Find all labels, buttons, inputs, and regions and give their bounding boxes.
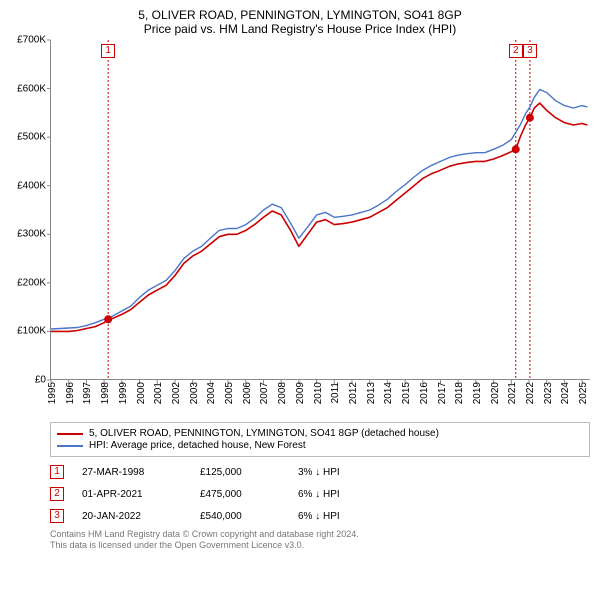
- x-tick-label: 2010: [313, 382, 324, 404]
- y-tick-label: £0: [35, 375, 46, 386]
- plot-region: £0£100K£200K£300K£400K£500K£600K£700K 12…: [10, 40, 590, 420]
- sale-marker-dot: [104, 315, 112, 323]
- x-tick-label: 2017: [437, 382, 448, 404]
- sale-row-price: £125,000: [200, 467, 280, 478]
- x-tick-label: 2007: [259, 382, 270, 404]
- x-tick-label: 2025: [578, 382, 589, 404]
- x-tick-label: 1999: [118, 382, 129, 404]
- y-tick-label: £400K: [17, 180, 46, 191]
- sale-marker-dot: [512, 145, 520, 153]
- x-tick-label: 2024: [560, 382, 571, 404]
- legend-label: 5, OLIVER ROAD, PENNINGTON, LYMINGTON, S…: [89, 428, 439, 439]
- chart-titles: 5, OLIVER ROAD, PENNINGTON, LYMINGTON, S…: [10, 8, 590, 36]
- sale-row: 1 27-MAR-1998 £125,000 3% ↓ HPI: [50, 461, 590, 483]
- x-tick-label: 1995: [47, 382, 58, 404]
- y-tick-label: £300K: [17, 229, 46, 240]
- x-tick-label: 2014: [383, 382, 394, 404]
- sales-table: 1 27-MAR-1998 £125,000 3% ↓ HPI 2 01-APR-2021…: [50, 461, 590, 527]
- y-tick-label: £600K: [17, 83, 46, 94]
- sale-row-hpi: 6% ↓ HPI: [298, 489, 378, 500]
- legend-row: 5, OLIVER ROAD, PENNINGTON, LYMINGTON, S…: [57, 428, 583, 439]
- x-tick-label: 1996: [65, 382, 76, 404]
- x-tick-label: 2009: [295, 382, 306, 404]
- x-tick-label: 2015: [401, 382, 412, 404]
- x-tick-label: 2004: [206, 382, 217, 404]
- y-tick-label: £500K: [17, 132, 46, 143]
- y-tick-label: £200K: [17, 277, 46, 288]
- sale-marker-box: 2: [509, 44, 523, 58]
- chart-title-address: 5, OLIVER ROAD, PENNINGTON, LYMINGTON, S…: [10, 8, 590, 22]
- x-tick-label: 2013: [366, 382, 377, 404]
- footer-line-2: This data is licensed under the Open Gov…: [50, 540, 590, 551]
- sale-marker-box: 1: [101, 44, 115, 58]
- sale-row-marker: 1: [50, 465, 64, 479]
- x-tick-label: 2003: [189, 382, 200, 404]
- sale-row: 2 01-APR-2021 £475,000 6% ↓ HPI: [50, 483, 590, 505]
- x-tick-label: 2011: [330, 382, 341, 404]
- legend-box: 5, OLIVER ROAD, PENNINGTON, LYMINGTON, S…: [50, 422, 590, 457]
- x-tick-label: 2019: [472, 382, 483, 404]
- footer-line-1: Contains HM Land Registry data © Crown c…: [50, 529, 590, 540]
- x-tick-label: 2022: [525, 382, 536, 404]
- sale-marker-box: 3: [523, 44, 537, 58]
- x-tick-label: 1998: [100, 382, 111, 404]
- x-tick-label: 2020: [490, 382, 501, 404]
- chart-svg: [51, 40, 591, 380]
- legend-label: HPI: Average price, detached house, New …: [89, 440, 306, 451]
- series-line: [51, 90, 588, 330]
- sale-row-price: £540,000: [200, 511, 280, 522]
- sale-row-marker: 3: [50, 509, 64, 523]
- y-tick-label: £700K: [17, 35, 46, 46]
- footer-attribution: Contains HM Land Registry data © Crown c…: [50, 529, 590, 552]
- legend-row: HPI: Average price, detached house, New …: [57, 440, 583, 451]
- chart-container: 5, OLIVER ROAD, PENNINGTON, LYMINGTON, S…: [0, 0, 600, 558]
- sale-row-price: £475,000: [200, 489, 280, 500]
- x-tick-label: 2023: [543, 382, 554, 404]
- x-tick-label: 2005: [224, 382, 235, 404]
- plot-area: 1 23: [50, 40, 590, 380]
- x-tick-label: 2001: [153, 382, 164, 404]
- chart-title-subtitle: Price paid vs. HM Land Registry's House …: [10, 22, 590, 36]
- sale-row-hpi: 6% ↓ HPI: [298, 511, 378, 522]
- sale-row-date: 01-APR-2021: [82, 489, 182, 500]
- x-tick-label: 2016: [419, 382, 430, 404]
- sale-row-marker: 2: [50, 487, 64, 501]
- legend-swatch: [57, 433, 83, 435]
- x-tick-label: 2012: [348, 382, 359, 404]
- series-line: [51, 103, 588, 331]
- sale-row-hpi: 3% ↓ HPI: [298, 467, 378, 478]
- x-tick-label: 2006: [242, 382, 253, 404]
- legend: 5, OLIVER ROAD, PENNINGTON, LYMINGTON, S…: [50, 422, 590, 457]
- x-tick-label: 1997: [82, 382, 93, 404]
- x-axis: 1995 1996 1997 1998 1999 2000 2001 2002 2003 2004…: [50, 382, 590, 422]
- sale-row-date: 20-JAN-2022: [82, 511, 182, 522]
- sale-row: 3 20-JAN-2022 £540,000 6% ↓ HPI: [50, 505, 590, 527]
- sale-row-date: 27-MAR-1998: [82, 467, 182, 478]
- sale-marker-dot: [526, 114, 534, 122]
- x-tick-label: 2000: [136, 382, 147, 404]
- y-tick-label: £100K: [17, 326, 46, 337]
- x-tick-label: 2018: [454, 382, 465, 404]
- y-axis: £0£100K£200K£300K£400K£500K£600K£700K: [10, 40, 50, 380]
- x-tick-label: 2002: [171, 382, 182, 404]
- x-tick-label: 2021: [507, 382, 518, 404]
- legend-swatch: [57, 445, 83, 447]
- x-tick-label: 2008: [277, 382, 288, 404]
